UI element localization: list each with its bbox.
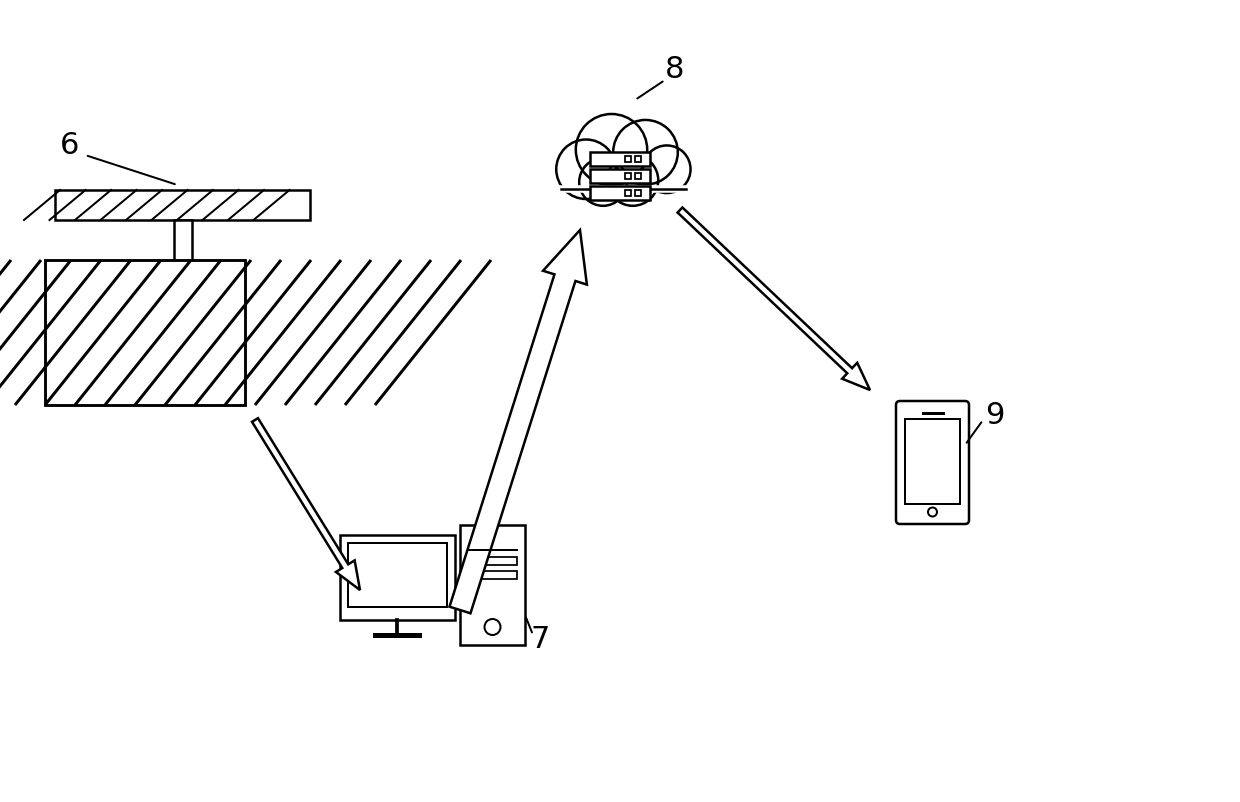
Bar	[625, 156, 631, 162]
FancyBboxPatch shape	[174, 220, 191, 265]
Circle shape	[575, 114, 647, 185]
FancyBboxPatch shape	[176, 265, 188, 275]
Circle shape	[608, 155, 658, 206]
Bar	[625, 190, 631, 196]
Circle shape	[644, 145, 691, 193]
Circle shape	[614, 120, 678, 184]
Text: 9: 9	[986, 400, 1004, 430]
FancyBboxPatch shape	[590, 169, 650, 183]
FancyBboxPatch shape	[348, 543, 446, 607]
Bar	[625, 173, 631, 179]
Text: 7: 7	[531, 626, 549, 654]
FancyBboxPatch shape	[45, 260, 246, 405]
Polygon shape	[677, 208, 870, 390]
FancyBboxPatch shape	[905, 419, 960, 504]
Text: 6: 6	[61, 131, 79, 160]
FancyBboxPatch shape	[590, 186, 650, 200]
FancyBboxPatch shape	[467, 571, 517, 579]
Polygon shape	[252, 418, 360, 590]
FancyBboxPatch shape	[467, 557, 517, 565]
Circle shape	[579, 158, 626, 206]
Bar	[635, 173, 641, 179]
Polygon shape	[450, 230, 587, 614]
Circle shape	[557, 140, 616, 199]
FancyBboxPatch shape	[897, 401, 968, 524]
FancyBboxPatch shape	[340, 535, 455, 620]
FancyBboxPatch shape	[55, 190, 310, 220]
Text: 8: 8	[665, 55, 684, 84]
Bar	[635, 156, 641, 162]
FancyBboxPatch shape	[590, 152, 650, 166]
Bar	[635, 190, 641, 196]
FancyBboxPatch shape	[460, 525, 525, 645]
